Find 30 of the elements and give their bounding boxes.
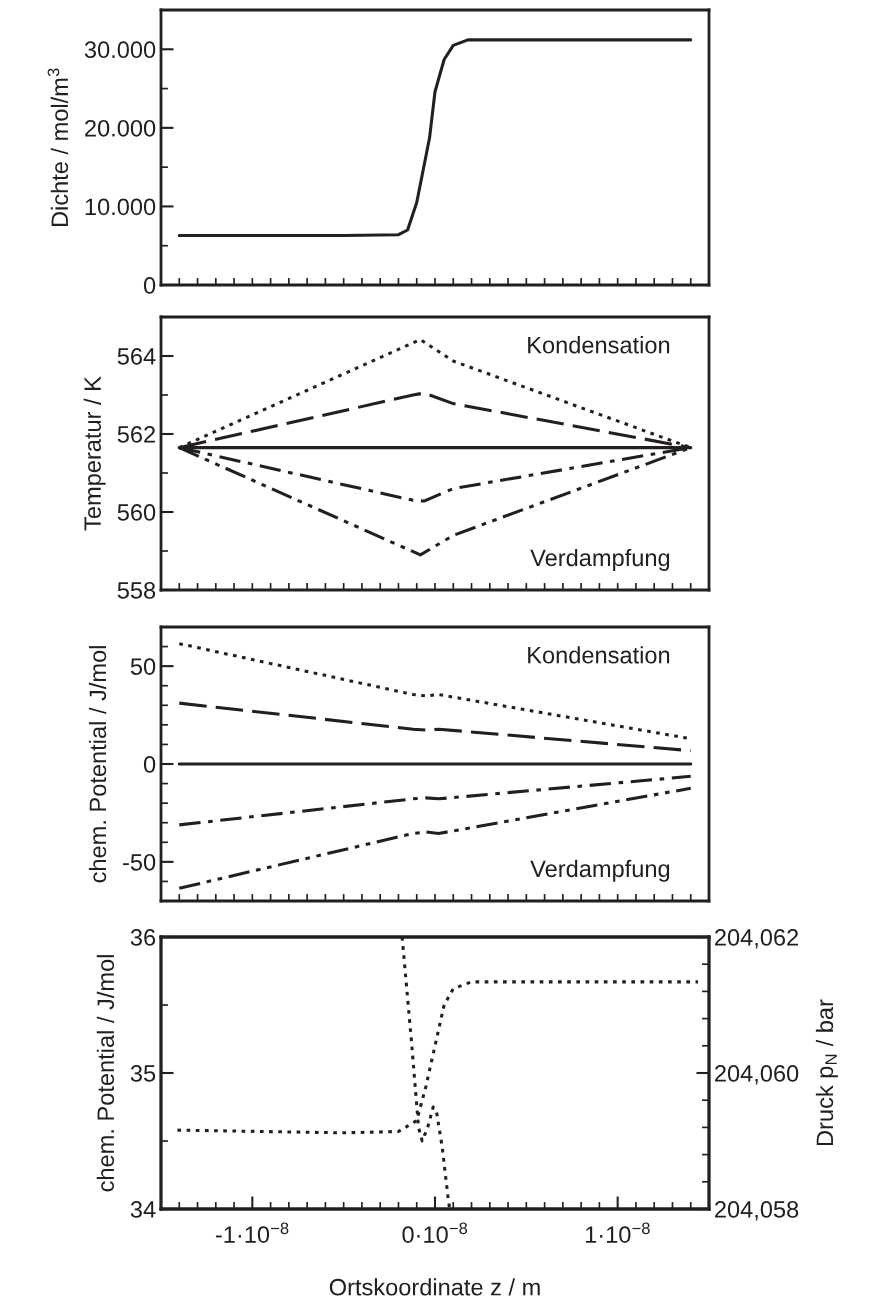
y-tick-label: 564 (117, 348, 156, 365)
x-tick-label: 1·10$^{−8}$ (585, 1222, 650, 1243)
y-tick-label: 10.000 (85, 198, 156, 216)
annotation: Verdampfung (530, 548, 670, 571)
y2-axis-title: Druck p$_{N}$ / bar (815, 999, 838, 1146)
x-tick-label: -1·10$^{−8}$ (215, 1222, 289, 1243)
y-tick-label: 560 (117, 504, 156, 521)
y-tick-label: 0 (143, 756, 156, 773)
y-axis-title: chem. Potential / J/mol (88, 646, 107, 883)
y-tick-label: 562 (117, 426, 155, 443)
annotation: Kondensation (528, 336, 670, 354)
y-axis-title: Dichte / mol/m$^{3}$ (47, 68, 69, 227)
y-tick-label: 34 (130, 1201, 156, 1218)
annotation: Kondensation (528, 646, 670, 664)
y-tick-label: -50 (123, 853, 156, 871)
x-tick-label: 0·10$^{−8}$ (402, 1222, 468, 1243)
y2-tick-label: 204,058 (715, 1201, 799, 1221)
x-axis-title: Ortskoordinate z / m (329, 1278, 540, 1296)
y-tick-label: 35 (130, 1065, 156, 1082)
y-tick-label: 50 (130, 658, 156, 675)
y-tick-label: 558 (117, 582, 156, 599)
y2-tick-label: 204,062 (715, 929, 799, 949)
y-tick-label: 20.000 (85, 119, 156, 137)
y-tick-label: 30.000 (84, 41, 156, 59)
y2-tick-label: 204,060 (715, 1065, 799, 1085)
annotation: Verdampfung (530, 859, 670, 882)
y-tick-label: 36 (130, 929, 156, 946)
y-axis-title: Temperatur / K (83, 376, 106, 531)
y-tick-label: 0 (143, 277, 156, 294)
y-axis-title: chem. Potential / J/mol (96, 955, 115, 1192)
